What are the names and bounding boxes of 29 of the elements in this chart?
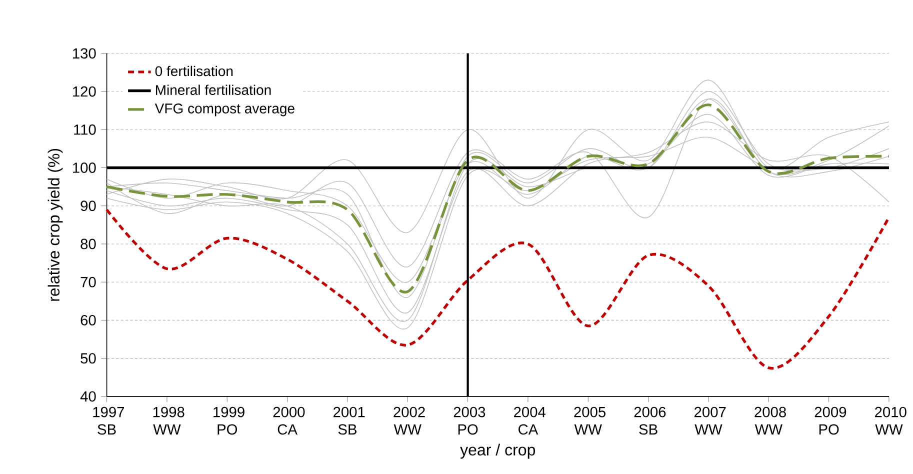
y-tick-label: 50	[80, 353, 96, 364]
x-tick-label: 2009 PO	[814, 406, 846, 435]
y-tick-label: 90	[80, 200, 96, 212]
x-tick-label: 2006 SB	[634, 406, 666, 435]
x-tick-label: 1999 PO	[214, 406, 244, 435]
y-tick-label: 110	[74, 124, 96, 135]
y-tick-label: 100	[73, 162, 96, 174]
x-tick-label: 1998 WW	[153, 406, 184, 435]
x-tick-label: 2001 SB	[334, 406, 365, 435]
x-tick-label: 2010 WW	[875, 406, 906, 435]
x-tick-label: 2003 PO	[454, 406, 486, 435]
x-tick-label: 2002 WW	[394, 406, 425, 435]
y-tick-label: 60	[80, 315, 96, 326]
x-tick-label: 2005 WW	[574, 406, 606, 435]
y-tick-label: 70	[80, 276, 96, 288]
x-tick-label: 1997 SB	[93, 406, 124, 435]
y-tick-label: 130	[73, 48, 96, 59]
legend-label: 0 fertilisation	[155, 66, 233, 76]
legend-label: Mineral fertilisation	[156, 84, 271, 96]
y-tick-label: 120	[73, 86, 96, 97]
x-tick-label: 2008 WW	[754, 406, 786, 435]
x-axis-title: year / crop	[460, 444, 536, 459]
y-axis-title: relative crop yield (%)	[48, 149, 63, 301]
legend-label: VFG compost average	[154, 104, 294, 116]
y-tick-label: 40	[80, 391, 96, 402]
y-tick-label: 80	[80, 238, 96, 250]
x-tick-label: 2000 CA	[273, 406, 305, 435]
x-tick-label: 2007 WW	[694, 406, 726, 435]
x-tick-label: 2004 CA	[514, 406, 546, 435]
